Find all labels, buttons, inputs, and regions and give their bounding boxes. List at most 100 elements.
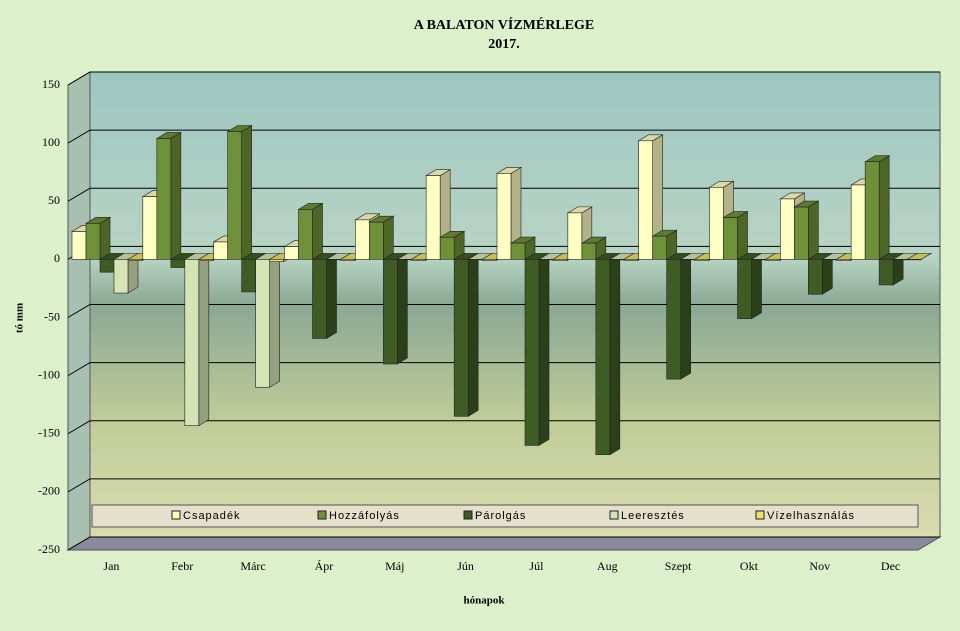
bar-front <box>638 140 653 260</box>
bar-front <box>892 259 908 261</box>
bar-front <box>156 138 172 260</box>
bar-front <box>822 259 837 261</box>
bar-front <box>481 259 497 261</box>
bar <box>736 252 763 320</box>
legend-swatch <box>171 510 181 520</box>
bar <box>311 252 338 339</box>
bar-front <box>652 235 667 260</box>
bar-front <box>99 259 115 273</box>
bar-front <box>694 259 709 261</box>
x-tick-label: Szept <box>665 559 692 573</box>
bar-side <box>241 124 252 260</box>
bar-front <box>467 259 483 261</box>
y-tick-label: -250 <box>38 542 60 556</box>
bar-front <box>737 259 752 319</box>
bar-front <box>680 259 695 261</box>
bar <box>254 252 281 388</box>
chart-subtitle: 2017. <box>488 37 520 52</box>
bar <box>297 202 324 260</box>
bar <box>155 131 182 260</box>
bar <box>594 252 621 456</box>
bar-front <box>241 259 256 293</box>
bar <box>523 252 551 446</box>
bar <box>580 236 607 260</box>
bar-front <box>906 259 922 261</box>
bar-front <box>878 259 894 286</box>
bar-front <box>595 259 611 455</box>
bar-front <box>836 259 851 261</box>
bar <box>637 134 664 260</box>
bar-front <box>567 212 583 260</box>
y-tick-label: 150 <box>42 77 60 91</box>
bar-side <box>326 252 337 339</box>
bar-front <box>609 259 625 261</box>
bar <box>368 215 395 260</box>
legend-label: Vízelhasználás <box>767 510 855 522</box>
x-tick-label: Dec <box>881 559 900 573</box>
bar <box>84 216 112 260</box>
bar <box>807 252 834 295</box>
legend-swatch <box>609 510 619 520</box>
bar <box>651 229 678 260</box>
bar-front <box>127 259 143 261</box>
bar-side <box>680 252 691 380</box>
x-tick-label: Okt <box>740 559 759 573</box>
bar-side <box>269 252 280 388</box>
bar-front <box>298 209 313 260</box>
bar-front <box>552 259 568 261</box>
x-tick-label: Júl <box>529 559 544 573</box>
bar-front <box>439 236 455 260</box>
bar-front <box>524 259 540 446</box>
bar <box>864 155 891 260</box>
bar-front <box>850 184 866 260</box>
bar-front <box>453 259 469 417</box>
bar-front <box>269 259 284 262</box>
bar-front <box>864 161 880 260</box>
bar-front <box>780 198 795 260</box>
bar-front <box>538 259 554 261</box>
y-tick-label: 100 <box>42 135 60 149</box>
x-tick-label: Márc <box>240 559 265 573</box>
bar <box>183 252 210 427</box>
grid-line <box>67 536 940 551</box>
x-tick-label: Jan <box>103 559 119 573</box>
bar-front <box>411 259 426 261</box>
bar-front <box>397 259 412 261</box>
bar-front <box>765 259 780 261</box>
bar-front <box>227 131 242 260</box>
bar <box>495 166 523 260</box>
grid-line <box>67 304 940 318</box>
bar-front <box>383 259 398 365</box>
bar <box>665 252 692 380</box>
legend-label: Párolgás <box>475 510 526 522</box>
grid-line <box>67 129 940 144</box>
bar-side <box>538 252 550 446</box>
y-tick-label: 0 <box>54 251 60 265</box>
grid-line <box>67 478 940 493</box>
bar-front <box>723 217 738 260</box>
bar-front <box>496 173 512 260</box>
bar-front <box>184 259 200 426</box>
y-tick-label: -50 <box>44 309 60 323</box>
bar-side <box>609 252 621 456</box>
grid-line <box>67 362 940 377</box>
bar-front <box>369 221 384 260</box>
bar-front <box>808 259 823 295</box>
bar-front <box>751 259 766 261</box>
y-tick-label: -100 <box>38 367 60 381</box>
bar-front <box>85 223 101 260</box>
bar-side <box>383 215 394 260</box>
bar-front <box>198 259 214 261</box>
legend-swatch <box>317 510 327 520</box>
bar <box>453 252 480 417</box>
y-tick-label: -200 <box>38 484 60 498</box>
bar-side <box>312 202 323 260</box>
bar <box>382 252 409 365</box>
x-axis-label: hónapok <box>464 595 506 607</box>
bar-side <box>397 252 408 365</box>
bar-front <box>326 259 341 261</box>
x-tick-label: Máj <box>385 559 404 573</box>
bar-side <box>198 252 210 427</box>
bar-front <box>284 246 299 260</box>
